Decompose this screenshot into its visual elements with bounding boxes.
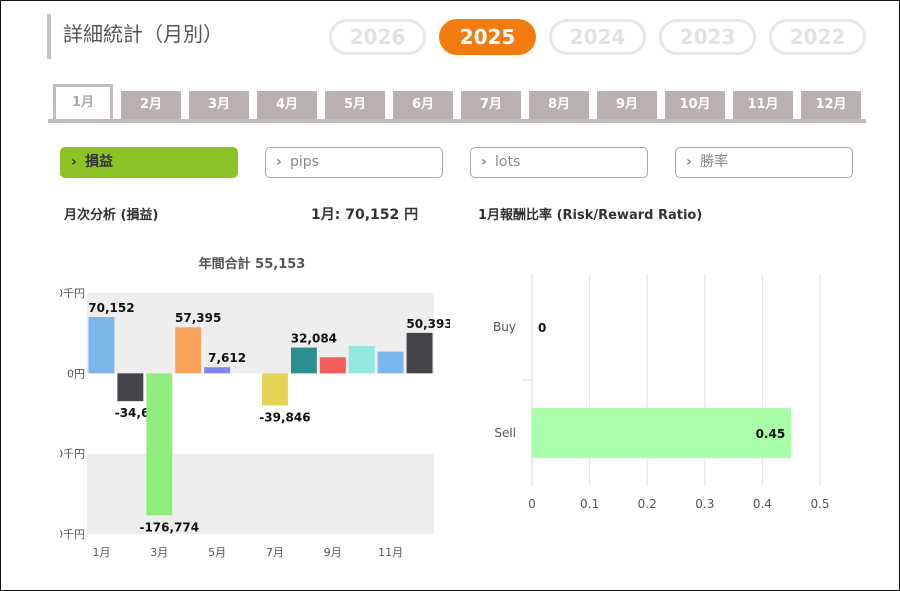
title-bar: 詳細統計（月別） <box>47 14 223 59</box>
tab-month-6[interactable]: 6月 <box>393 91 453 119</box>
year-2026-button[interactable]: 2026 <box>329 19 426 55</box>
bar-5 <box>204 367 231 374</box>
tab-month-4[interactable]: 4月 <box>257 91 317 119</box>
metric-4-button[interactable]: › 勝率 <box>675 147 853 178</box>
bar-7 <box>262 373 288 406</box>
x-tick-label: 0.3 <box>695 497 714 511</box>
bar-9 <box>319 357 346 374</box>
y-tick-label: 0円 <box>67 367 85 380</box>
monthly-analysis-title: 月次分析 (損益) <box>64 208 159 223</box>
x-tick-label: 3月 <box>150 546 168 559</box>
chevron-right-icon: › <box>71 154 77 170</box>
y-tick-label: -100千円 <box>60 448 85 461</box>
bar-4 <box>175 327 202 374</box>
tab-month-2[interactable]: 2月 <box>121 91 181 119</box>
data-label-3: -176,774 <box>139 520 199 534</box>
y-tick-label: 100千円 <box>60 287 85 300</box>
bar-2 <box>117 373 144 402</box>
data-label-12: 50,393 <box>406 317 450 331</box>
x-tick-label: 5月 <box>208 546 226 559</box>
data-label-5: 7,612 <box>208 351 246 365</box>
metric-label: lots <box>495 154 521 170</box>
tab-month-1[interactable]: 1月 <box>53 84 113 120</box>
metric-label: 勝率 <box>700 154 728 170</box>
bar-11 <box>377 351 404 374</box>
bar-10 <box>348 346 375 374</box>
x-tick-label: 0.5 <box>810 497 829 511</box>
category-label-buy: Buy <box>493 320 516 334</box>
tab-month-9[interactable]: 9月 <box>597 91 657 119</box>
data-label-4: 57,395 <box>175 311 221 325</box>
band-positive <box>87 293 434 374</box>
data-label-sell: 0.45 <box>756 427 786 441</box>
band-negative <box>87 453 434 534</box>
bar-12 <box>406 332 433 374</box>
x-tick-label: 0.4 <box>753 497 772 511</box>
page-title: 詳細統計（月別） <box>63 22 223 46</box>
tab-month-10[interactable]: 10月 <box>665 91 725 119</box>
year-2022-button[interactable]: 2022 <box>769 19 866 55</box>
x-tick-label: 0.1 <box>580 497 599 511</box>
bar-3 <box>146 373 173 516</box>
metric-label: pips <box>290 154 319 170</box>
bar-8 <box>290 347 317 374</box>
data-label-8: 32,084 <box>291 332 337 346</box>
tab-month-7[interactable]: 7月 <box>461 91 521 119</box>
x-tick-label: 11月 <box>378 546 403 559</box>
x-tick-label: 9月 <box>324 546 342 559</box>
risk-reward-chart: 0 0.1 0.2 0.3 0.4 0.5 Buy 0 Sell 0.45 <box>493 274 830 511</box>
metric-1-button[interactable]: › 損益 <box>60 147 238 178</box>
metric-3-button[interactable]: › lots <box>470 147 648 178</box>
data-label-1: 70,152 <box>88 301 134 315</box>
tab-divider <box>48 119 866 123</box>
x-tick-label: 7月 <box>266 546 284 559</box>
year-2023-button[interactable]: 2023 <box>659 19 756 55</box>
bar-sell <box>532 408 792 458</box>
y-tick-label: -200千円 <box>60 528 85 541</box>
tab-month-8[interactable]: 8月 <box>529 91 589 119</box>
rr-title: 1月報酬比率 (Risk/Reward Ratio) <box>478 208 703 223</box>
metric-2-button[interactable]: › pips <box>265 147 443 178</box>
tab-month-12[interactable]: 12月 <box>801 91 861 119</box>
tab-month-3[interactable]: 3月 <box>189 91 249 119</box>
chart-title: 年間合計 55,153 <box>199 256 306 272</box>
bar-1 <box>88 316 115 374</box>
tab-month-5[interactable]: 5月 <box>325 91 385 119</box>
tab-month-11[interactable]: 11月 <box>733 91 793 119</box>
year-2024-button[interactable]: 2024 <box>549 19 646 55</box>
chevron-right-icon: › <box>481 154 487 170</box>
metric-label: 損益 <box>85 154 113 170</box>
category-label-sell: Sell <box>494 426 516 440</box>
chevron-right-icon: › <box>686 154 692 170</box>
monthly-pl-chart: 年間合計 55,153100千円0円-100千円-200千円70,152-34,… <box>60 256 450 559</box>
x-tick-label: 0 <box>528 497 536 511</box>
data-label-buy: 0 <box>538 321 546 335</box>
chevron-right-icon: › <box>276 154 282 170</box>
data-label-7: -39,846 <box>259 410 310 424</box>
monthly-value: 1月: 70,152 円 <box>311 207 419 223</box>
year-2025-button[interactable]: 2025 <box>439 19 536 55</box>
x-tick-label: 1月 <box>92 546 110 559</box>
x-tick-label: 0.2 <box>638 497 657 511</box>
